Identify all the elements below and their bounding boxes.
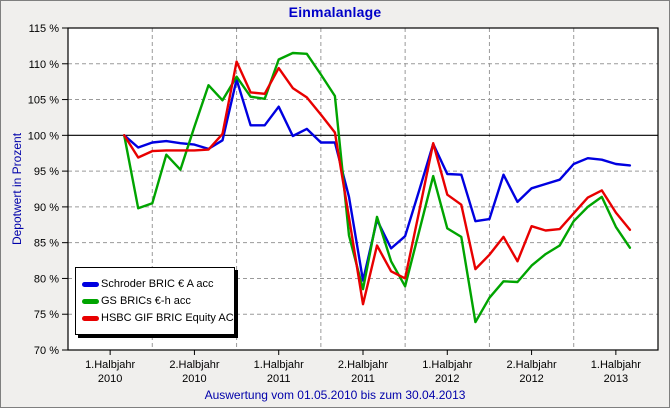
chart-title: Einmalanlage <box>288 4 382 20</box>
legend-item: Schroder BRIC € A acc <box>82 276 230 292</box>
svg-text:70 %: 70 % <box>34 345 59 357</box>
svg-text:85 %: 85 % <box>34 238 59 250</box>
legend-item: HSBC GIF BRIC Equity AC <box>82 310 234 326</box>
legend: Schroder BRIC € A acc GS BRICs €-h acc H… <box>75 267 235 335</box>
svg-text:95 %: 95 % <box>34 166 59 178</box>
svg-text:2.Halbjahr: 2.Halbjahr <box>507 359 557 371</box>
svg-text:110 %: 110 % <box>29 59 60 71</box>
svg-text:2.Halbjahr: 2.Halbjahr <box>169 359 219 371</box>
svg-text:75 %: 75 % <box>34 309 59 321</box>
legend-swatch <box>82 298 99 304</box>
svg-text:2.Halbjahr: 2.Halbjahr <box>338 359 388 371</box>
svg-text:1.Halbjahr: 1.Halbjahr <box>591 359 641 371</box>
svg-text:2013: 2013 <box>604 373 628 385</box>
svg-text:2012: 2012 <box>435 373 459 385</box>
svg-text:90 %: 90 % <box>34 202 59 214</box>
legend-label: HSBC GIF BRIC Equity AC <box>101 312 234 324</box>
svg-text:1.Halbjahr: 1.Halbjahr <box>254 359 304 371</box>
svg-text:80 %: 80 % <box>34 273 59 285</box>
svg-text:2011: 2011 <box>267 373 291 385</box>
svg-text:1.Halbjahr: 1.Halbjahr <box>85 359 135 371</box>
svg-text:2010: 2010 <box>182 373 206 385</box>
legend-swatch <box>82 281 99 287</box>
svg-text:2012: 2012 <box>519 373 543 385</box>
legend-swatch <box>82 315 99 321</box>
y-axis-label: Depotwert in Prozent <box>10 132 24 246</box>
svg-text:2011: 2011 <box>351 373 375 385</box>
legend-label: Schroder BRIC € A acc <box>101 278 214 290</box>
legend-label: GS BRICs €-h acc <box>101 295 191 307</box>
svg-text:115 %: 115 % <box>29 23 60 35</box>
svg-text:105 %: 105 % <box>28 95 59 107</box>
svg-text:1.Halbjahr: 1.Halbjahr <box>422 359 472 371</box>
legend-item: GS BRICs €-h acc <box>82 293 230 309</box>
caption: Auswertung vom 01.05.2010 bis zum 30.04.… <box>204 388 466 402</box>
svg-text:100 %: 100 % <box>28 130 59 142</box>
svg-text:2010: 2010 <box>98 373 122 385</box>
